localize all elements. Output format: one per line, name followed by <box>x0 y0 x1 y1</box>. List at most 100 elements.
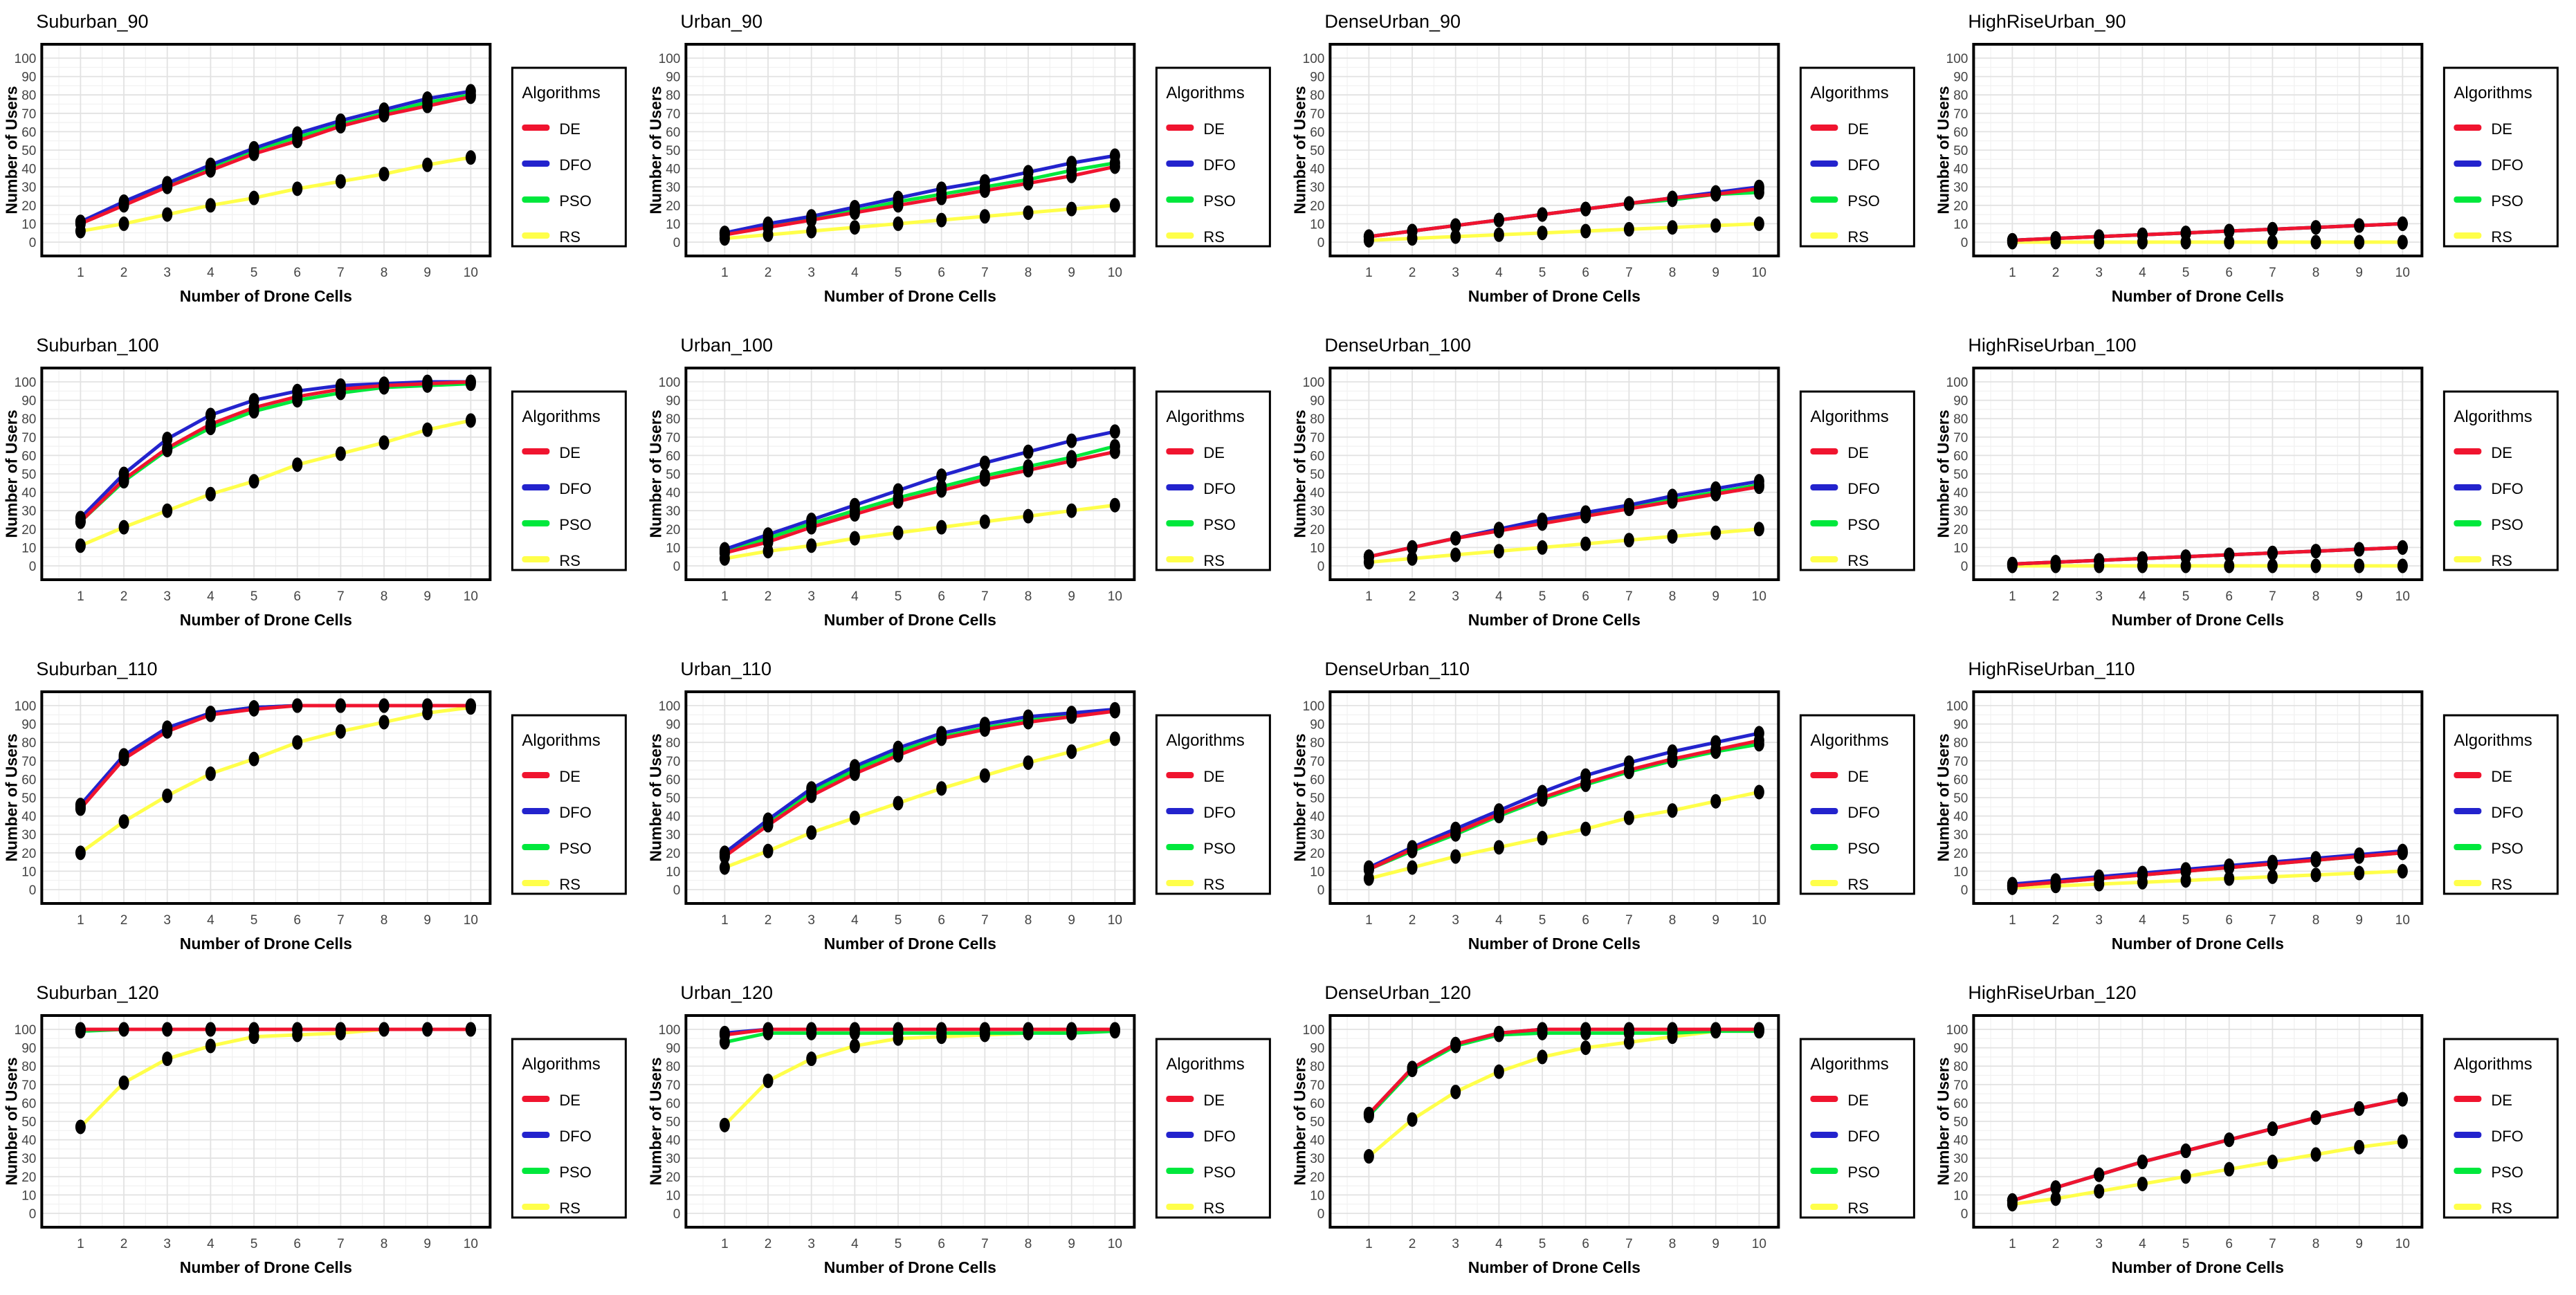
y-axis-title: Number of Users <box>2 733 20 861</box>
x-tick-label: 8 <box>2312 266 2320 280</box>
x-tick-label: 4 <box>207 913 214 928</box>
x-tick-label: 8 <box>381 266 388 280</box>
legend-label-pso: PSO <box>2492 840 2523 857</box>
panel-border <box>40 43 492 257</box>
y-tick-label: 80 <box>21 412 36 427</box>
y-tick-label: 10 <box>1310 1188 1324 1203</box>
data-point-de <box>1023 1022 1034 1037</box>
y-tick-label: 90 <box>21 394 36 409</box>
x-tick-label: 7 <box>1625 266 1633 280</box>
data-point-rs <box>2267 869 2278 884</box>
x-axis-title: Number of Drone Cells <box>2112 287 2284 305</box>
y-tick-label: 70 <box>666 431 680 446</box>
data-point-de <box>2310 852 2321 867</box>
data-point-rs <box>1450 547 1461 562</box>
panel-border <box>1328 1014 1780 1229</box>
data-point-rs <box>292 457 303 472</box>
data-point-de <box>205 163 216 178</box>
chart-title: Urban_100 <box>680 335 773 356</box>
data-point-rs <box>2354 235 2365 250</box>
legend-swatch-pso <box>1809 1168 1838 1174</box>
data-point-rs <box>1623 810 1634 825</box>
data-point-de <box>378 698 390 713</box>
data-point-dfo <box>1109 148 1120 163</box>
x-tick-label: 7 <box>337 1237 345 1251</box>
data-point-de <box>2224 1132 2235 1148</box>
data-point-de <box>1023 463 1034 478</box>
chart-svg: Urban_100 0 10 20 30 40 50 60 70 80 90 100 1 2 3 4 5 6 7 8 9… <box>646 335 1271 629</box>
series-line-de <box>78 704 473 811</box>
x-tick-label: 5 <box>895 913 902 928</box>
legend-box <box>1155 66 1271 248</box>
series-line-de <box>1367 1027 1761 1116</box>
x-tick-label: 5 <box>895 589 902 604</box>
data-point-rs <box>935 781 947 796</box>
y-tick-label: 40 <box>21 163 36 177</box>
y-tick-label: 0 <box>673 236 681 250</box>
data-point-de <box>1537 790 1548 805</box>
data-point-de <box>292 389 303 404</box>
y-tick-label: 0 <box>673 1207 681 1222</box>
data-point-rs <box>1710 793 1721 809</box>
x-tick-label: 5 <box>1538 589 1546 604</box>
x-axis-title: Number of Drone Cells <box>180 1258 352 1276</box>
y-tick-label: 50 <box>21 144 36 158</box>
data-point-rs <box>805 825 816 841</box>
legend-label-dfo: DFO <box>1203 804 1235 821</box>
data-point-de <box>422 376 433 392</box>
legend-box <box>511 1038 627 1219</box>
data-point-de <box>465 1022 476 1037</box>
legend-label-pso: PSO <box>1847 840 1879 857</box>
chart-svg: Suburban_90 0 10 20 30 40 50 60 70 80 90 100 1 2 3 4 5 6 7… <box>2 11 627 305</box>
data-point-rs <box>75 1119 86 1135</box>
x-tick-label: 6 <box>2226 913 2234 928</box>
data-point-de <box>2354 849 2365 864</box>
data-point-de <box>2050 1180 2061 1195</box>
x-tick-label: 1 <box>77 266 84 280</box>
y-axis-title: Number of Users <box>1290 86 1308 214</box>
x-axis-title: Number of Drone Cells <box>2112 935 2284 953</box>
y-tick-label: 30 <box>21 828 36 843</box>
x-tick-label: 8 <box>1668 1237 1676 1251</box>
x-tick-label: 6 <box>1582 589 1589 604</box>
x-axis-title: Number of Drone Cells <box>180 935 352 953</box>
panel-border <box>684 1014 1136 1229</box>
data-point-rs <box>1066 744 1077 759</box>
data-point-rs <box>2267 558 2278 573</box>
series-line-rs <box>78 419 473 548</box>
data-point-de <box>719 1027 730 1043</box>
y-tick-label: 90 <box>1310 1042 1324 1056</box>
x-tick-label: 4 <box>1495 1237 1503 1251</box>
legend-label-dfo: DFO <box>1847 804 1879 821</box>
x-tick-label: 2 <box>765 913 772 928</box>
data-point-de <box>1623 196 1634 211</box>
x-tick-label: 7 <box>2269 589 2276 604</box>
legend-swatch-rs <box>522 556 550 562</box>
legend-swatch-dfo <box>2454 160 2482 167</box>
legend-swatch-de <box>1809 125 1838 131</box>
data-point-de <box>935 1022 947 1037</box>
y-tick-label: 80 <box>1953 412 1968 427</box>
data-point-de <box>1066 168 1077 183</box>
legend-swatch-rs <box>1166 1204 1194 1210</box>
series-line-de <box>722 1027 1117 1037</box>
chart-cell: Urban_120 0 10 20 30 40 50 60 70 80 90 100 1 2 3 4 5 6 7 8 9… <box>644 971 1288 1295</box>
y-tick-label: 20 <box>1310 199 1324 214</box>
data-point-rs <box>75 538 86 553</box>
data-point-de <box>2354 542 2365 557</box>
data-point-de <box>1667 751 1678 766</box>
y-tick-label: 70 <box>1953 1078 1968 1093</box>
x-tick-label: 10 <box>1108 1237 1122 1251</box>
x-tick-label: 8 <box>1668 913 1676 928</box>
data-point-de <box>2050 874 2061 890</box>
y-tick-label: 80 <box>1310 1060 1324 1074</box>
data-point-de <box>849 205 860 220</box>
series-line-de <box>2011 1097 2405 1202</box>
legend-swatch-de <box>522 772 550 778</box>
data-point-rs <box>1450 849 1461 864</box>
data-point-rs <box>2354 865 2365 881</box>
x-tick-label: 3 <box>1452 589 1459 604</box>
x-tick-label: 3 <box>2096 266 2103 280</box>
data-point-rs <box>205 198 216 213</box>
data-point-de <box>979 472 990 487</box>
